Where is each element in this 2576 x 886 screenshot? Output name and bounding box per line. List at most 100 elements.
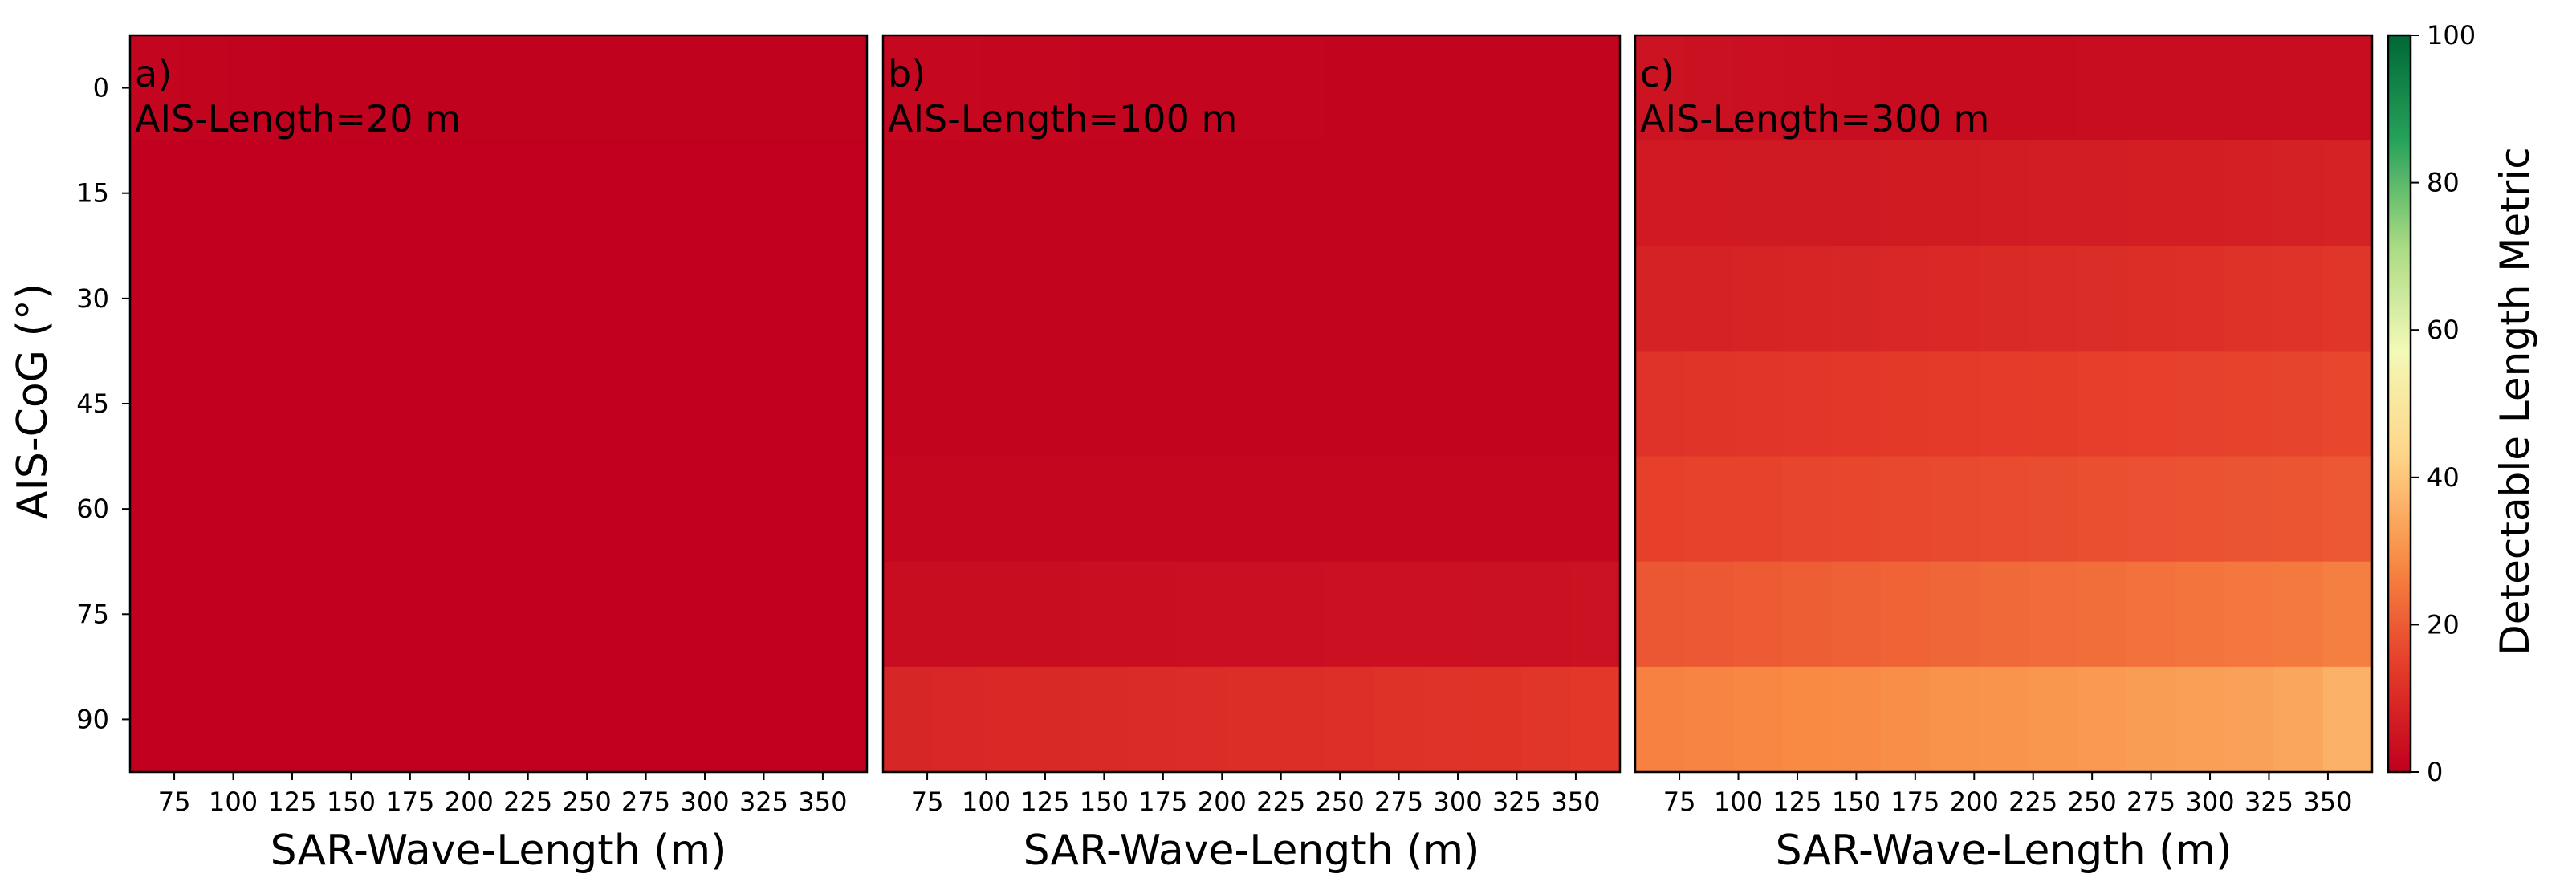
heatmap-cell [376,246,425,352]
heatmap-cell [2175,246,2225,352]
heatmap-cell [326,561,376,668]
heatmap-cell [1733,666,1784,773]
heatmap-cell [817,35,868,141]
heatmap-cell [1079,666,1129,773]
heatmap-cell [1635,351,1685,457]
heatmap-cell [228,561,279,668]
heatmap-cell [2126,456,2176,563]
heatmap-cell [1325,456,1375,563]
heatmap-cell [1472,246,1523,352]
heatmap-cell [2028,456,2078,563]
heatmap-cell [1831,666,1882,773]
heatmap-cell [2077,351,2127,457]
heatmap-cell [768,666,819,773]
heatmap-cell [1733,140,1784,246]
heatmap-cell [670,561,720,668]
heatmap-cell [326,35,376,141]
x-tick-label: 275 [621,786,670,817]
heatmap-cell [621,561,671,668]
heatmap-cell [2028,246,2078,352]
heatmap-cell [277,561,328,668]
heatmap-cell [1831,35,1882,141]
heatmap-cell [1178,351,1227,457]
heatmap-cell [2126,666,2176,773]
heatmap-cell [621,666,671,773]
heatmap-cell [2028,35,2078,141]
heatmap-cell [817,246,868,352]
heatmap-cell [2273,561,2324,668]
heatmap-cell [768,456,819,563]
heatmap-cell [1129,246,1178,352]
heatmap-cell [2322,666,2373,773]
heatmap-cell [719,35,770,141]
x-tick-label: 100 [209,786,258,817]
panel-annotation: AIS-Length=100 m [888,97,1237,140]
heatmap-cell [1178,246,1227,352]
panel-3: c)AIS-Length=300 m 75 100 125 150 175 200 225 25… [1634,34,2374,875]
x-tick-label: 125 [1020,786,1069,817]
heatmap-cell [1521,35,1572,141]
heatmap-cell [474,35,524,141]
x-axis-title: SAR-Wave-Length (m) [1023,827,1480,875]
heatmap-cell [2273,666,2324,773]
heatmap-cell [1030,140,1080,246]
heatmap-cell [1227,140,1277,246]
heatmap-cell [1325,35,1375,141]
heatmap-cell [326,666,376,773]
heatmap-cell [277,35,328,141]
heatmap-cell [817,561,868,668]
heatmap-cell [2175,561,2225,668]
heatmap-cell [981,456,1032,563]
heatmap-cell [1374,140,1424,246]
heatmap-cell [1521,246,1572,352]
heatmap-cell [1521,456,1572,563]
heatmap-cell [1635,35,1685,141]
heatmap-cell [932,666,982,773]
heatmap-cell [719,456,770,563]
x-tick-label: 225 [2008,786,2057,817]
heatmap-cell [572,351,622,457]
heatmap-cell [1930,140,1980,246]
heatmap-cell [1881,246,1931,352]
heatmap-cell [1325,666,1375,773]
heatmap-cell [1276,666,1326,773]
heatmap-cell [2077,561,2127,668]
colorbar: 0 20 40 60 80 100 [2387,20,2476,787]
heatmap-cell [1030,456,1080,563]
heatmap-cell [1881,140,1931,246]
heatmap-cell [572,456,622,563]
heatmap-cell [1276,246,1326,352]
panel-frame [881,34,1622,774]
heatmap-cell [1831,351,1882,457]
colorbar-title: Detectable Length Metric [2492,147,2538,655]
heatmap-cell [1979,35,2029,141]
heatmap-cell [1178,140,1227,246]
heatmap-cell [883,456,933,563]
heatmap-cell [2273,351,2324,457]
heatmap-cell [1472,35,1523,141]
heatmap-cell [1635,666,1685,773]
heatmap-cell [1570,561,1621,668]
heatmap-cell [1472,666,1523,773]
heatmap-cell [1079,246,1129,352]
heatmap-cell [2273,35,2324,141]
heatmap-cell [2126,246,2176,352]
y-axis-title: AIS-CoG (°) [9,283,57,519]
heatmap-cell [1276,561,1326,668]
heatmap-cell [670,140,720,246]
y-tick-label: 30 [76,283,109,314]
y-tick-label: 90 [76,704,109,734]
heatmap-cell [2175,351,2225,457]
x-tick-label: 300 [681,786,730,817]
heatmap-cell [981,666,1032,773]
heatmap-cell [179,246,229,352]
heatmap-cell [1930,561,1980,668]
heatmap-cell [179,456,229,563]
x-tick-label: 175 [385,786,434,817]
heatmap-cell [883,140,933,246]
heatmap-cell [1684,351,1734,457]
heatmap-cell [1979,666,2029,773]
heatmap-cell [130,666,180,773]
heatmap-cell [179,666,229,773]
heatmap-cell [1831,246,1882,352]
